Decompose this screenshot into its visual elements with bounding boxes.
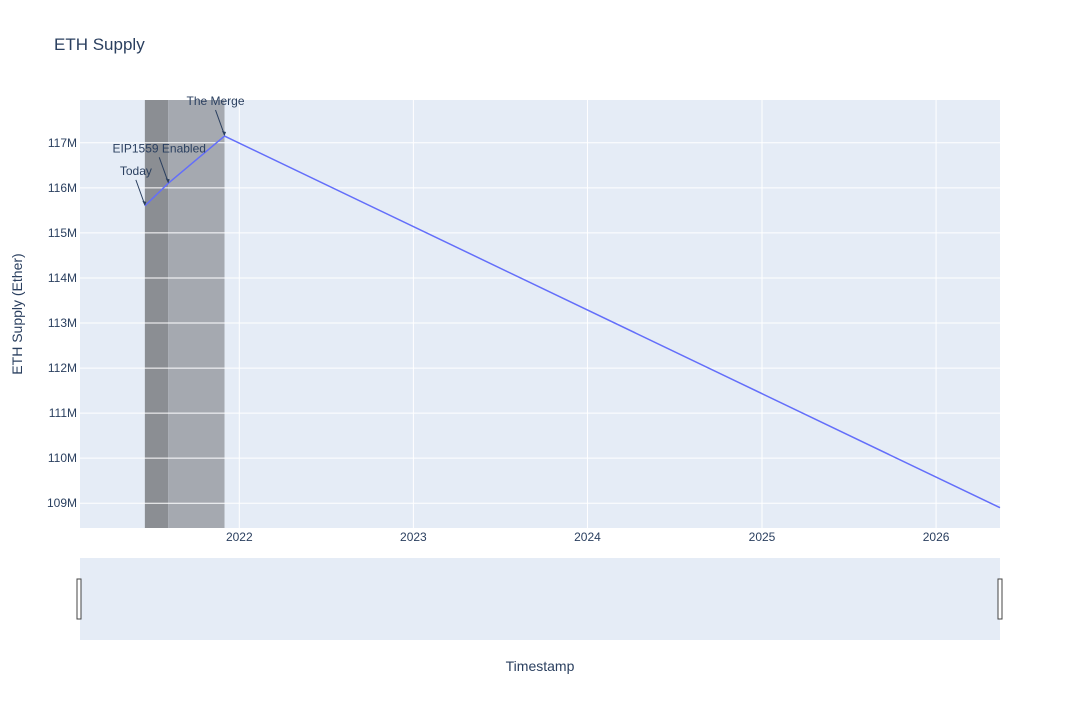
annotations: Today EIP1559 Enabled The Merge: [113, 94, 245, 206]
x-tick-label: 2026: [923, 530, 950, 544]
x-axis-title: Timestamp: [506, 658, 575, 674]
annotation-arrowhead: [142, 200, 147, 206]
shaded-regions: [144, 100, 225, 528]
y-axis-title: ETH Supply (Ether): [9, 253, 25, 374]
x-tick-label: 2025: [749, 530, 776, 544]
shaded-region-1: [168, 100, 225, 528]
chart-title: ETH Supply: [54, 35, 145, 54]
y-axis-ticks: 109M 110M 111M 112M 113M 114M 115M 116M 117M: [47, 136, 77, 510]
annotation-label: Today: [120, 164, 152, 178]
x-tick-label: 2023: [400, 530, 427, 544]
y-tick-label: 115M: [48, 226, 77, 240]
y-tick-label: 113M: [48, 316, 77, 330]
range-slider-left-handle[interactable]: [76, 578, 82, 620]
y-tick-label: 110M: [48, 451, 77, 465]
annotation-arrow: [158, 157, 169, 183]
range-slider-background: [80, 558, 1000, 640]
plot-background: [80, 100, 1000, 528]
series-layer: [144, 135, 1001, 509]
y-tick-label: 112M: [48, 361, 77, 375]
annotation-arrow: [135, 179, 146, 206]
annotation-label: EIP1559 Enabled: [113, 141, 206, 155]
y-tick-label: 117M: [48, 136, 77, 150]
y-tick-label: 114M: [48, 271, 77, 285]
shaded-region-0: [144, 100, 169, 528]
annotation-arrow: [215, 109, 225, 136]
x-tick-label: 2022: [226, 530, 253, 544]
annotation-arrowhead: [165, 178, 170, 184]
grid: [80, 100, 1000, 528]
range-slider-right-handle[interactable]: [997, 578, 1003, 620]
x-tick-label: 2024: [574, 530, 601, 544]
y-tick-label: 109M: [47, 496, 77, 510]
series-line-0: [144, 135, 1001, 509]
y-tick-label: 111M: [49, 406, 77, 420]
x-axis-ticks: 2022 2023 2024 2025 2026: [226, 530, 950, 544]
annotation-arrowhead: [222, 131, 227, 137]
range-slider[interactable]: [76, 558, 1003, 640]
annotation-label: The Merge: [186, 94, 244, 108]
y-tick-label: 116M: [48, 181, 77, 195]
